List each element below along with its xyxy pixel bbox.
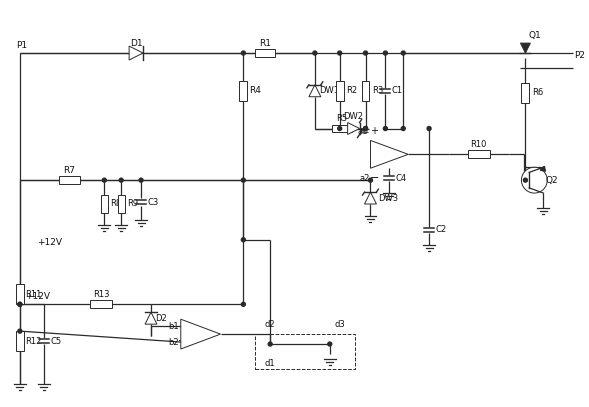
Polygon shape [145, 312, 157, 324]
Circle shape [241, 238, 246, 242]
Text: R11: R11 [25, 290, 42, 299]
Bar [332, 125, 352, 133]
Text: D1: D1 [130, 39, 143, 48]
Circle shape [241, 302, 246, 306]
Circle shape [268, 342, 272, 346]
Text: R12: R12 [25, 337, 42, 346]
Text: C3: C3 [147, 197, 158, 206]
Circle shape [383, 51, 388, 55]
Circle shape [521, 167, 547, 193]
Circle shape [363, 127, 368, 131]
Bar [118, 195, 125, 213]
Text: d1: d1 [265, 359, 276, 368]
Circle shape [327, 342, 332, 346]
Text: a1: a1 [357, 127, 368, 136]
Circle shape [18, 302, 22, 306]
Text: +12V: +12V [37, 238, 62, 247]
Polygon shape [365, 192, 376, 204]
Bar [362, 81, 369, 101]
Text: R3: R3 [372, 86, 383, 95]
Circle shape [401, 51, 405, 55]
Polygon shape [309, 85, 321, 97]
Text: +12V: +12V [25, 292, 50, 301]
Text: P1: P1 [16, 41, 27, 50]
Polygon shape [348, 123, 359, 134]
Circle shape [427, 127, 431, 131]
Bar [101, 195, 108, 213]
Text: R9: R9 [128, 199, 138, 208]
Text: U1: U1 [388, 150, 399, 159]
Circle shape [401, 127, 405, 131]
Text: D2: D2 [155, 314, 167, 323]
Bar [255, 49, 275, 57]
Bar [16, 284, 24, 304]
Text: C2: C2 [435, 225, 446, 234]
Text: Q2: Q2 [546, 176, 558, 185]
Circle shape [119, 178, 123, 182]
Text: R8: R8 [111, 199, 122, 208]
Circle shape [102, 178, 106, 182]
Bar [239, 81, 247, 101]
Circle shape [337, 127, 342, 131]
Bar [90, 300, 112, 308]
Bar [468, 150, 489, 158]
Text: C4: C4 [396, 174, 407, 183]
Polygon shape [541, 166, 545, 171]
Text: R5: R5 [336, 114, 348, 123]
Circle shape [337, 51, 342, 55]
Text: −: − [178, 336, 187, 346]
Text: +: + [179, 322, 187, 332]
Text: R10: R10 [471, 140, 487, 149]
Text: −: − [370, 173, 379, 183]
Polygon shape [370, 140, 408, 168]
Text: R4: R4 [249, 86, 261, 95]
Text: d3: d3 [335, 319, 345, 329]
Circle shape [369, 178, 372, 182]
Text: a1: a1 [359, 126, 369, 135]
Circle shape [18, 329, 22, 333]
Text: R13: R13 [93, 290, 110, 299]
Text: DW3: DW3 [378, 194, 398, 203]
Bar [255, 334, 355, 369]
Bar [59, 176, 81, 184]
Polygon shape [129, 46, 143, 60]
Text: U2: U2 [200, 330, 211, 339]
Circle shape [139, 178, 143, 182]
Text: R1: R1 [259, 39, 271, 48]
Polygon shape [181, 319, 220, 349]
Text: P2: P2 [574, 50, 585, 59]
Text: Q1: Q1 [529, 31, 542, 39]
Polygon shape [521, 43, 530, 53]
Text: R6: R6 [532, 88, 543, 97]
Circle shape [363, 51, 368, 55]
Circle shape [18, 302, 22, 306]
Bar [336, 81, 343, 101]
Circle shape [241, 178, 246, 182]
Text: a2: a2 [359, 174, 369, 183]
Bar [521, 83, 530, 103]
Circle shape [383, 127, 388, 131]
Circle shape [363, 127, 368, 131]
Bar [16, 331, 24, 351]
Text: +: + [370, 125, 379, 136]
Text: R7: R7 [64, 166, 75, 175]
Text: b2: b2 [168, 337, 179, 346]
Text: DW1: DW1 [319, 86, 339, 95]
Text: R2: R2 [346, 86, 357, 95]
Text: C1: C1 [392, 86, 403, 95]
Text: d2: d2 [265, 319, 276, 329]
Circle shape [524, 178, 527, 182]
Circle shape [313, 51, 317, 55]
Text: C5: C5 [50, 337, 61, 346]
Circle shape [241, 51, 246, 55]
Text: b1: b1 [168, 322, 179, 330]
Text: DW2: DW2 [343, 112, 363, 121]
